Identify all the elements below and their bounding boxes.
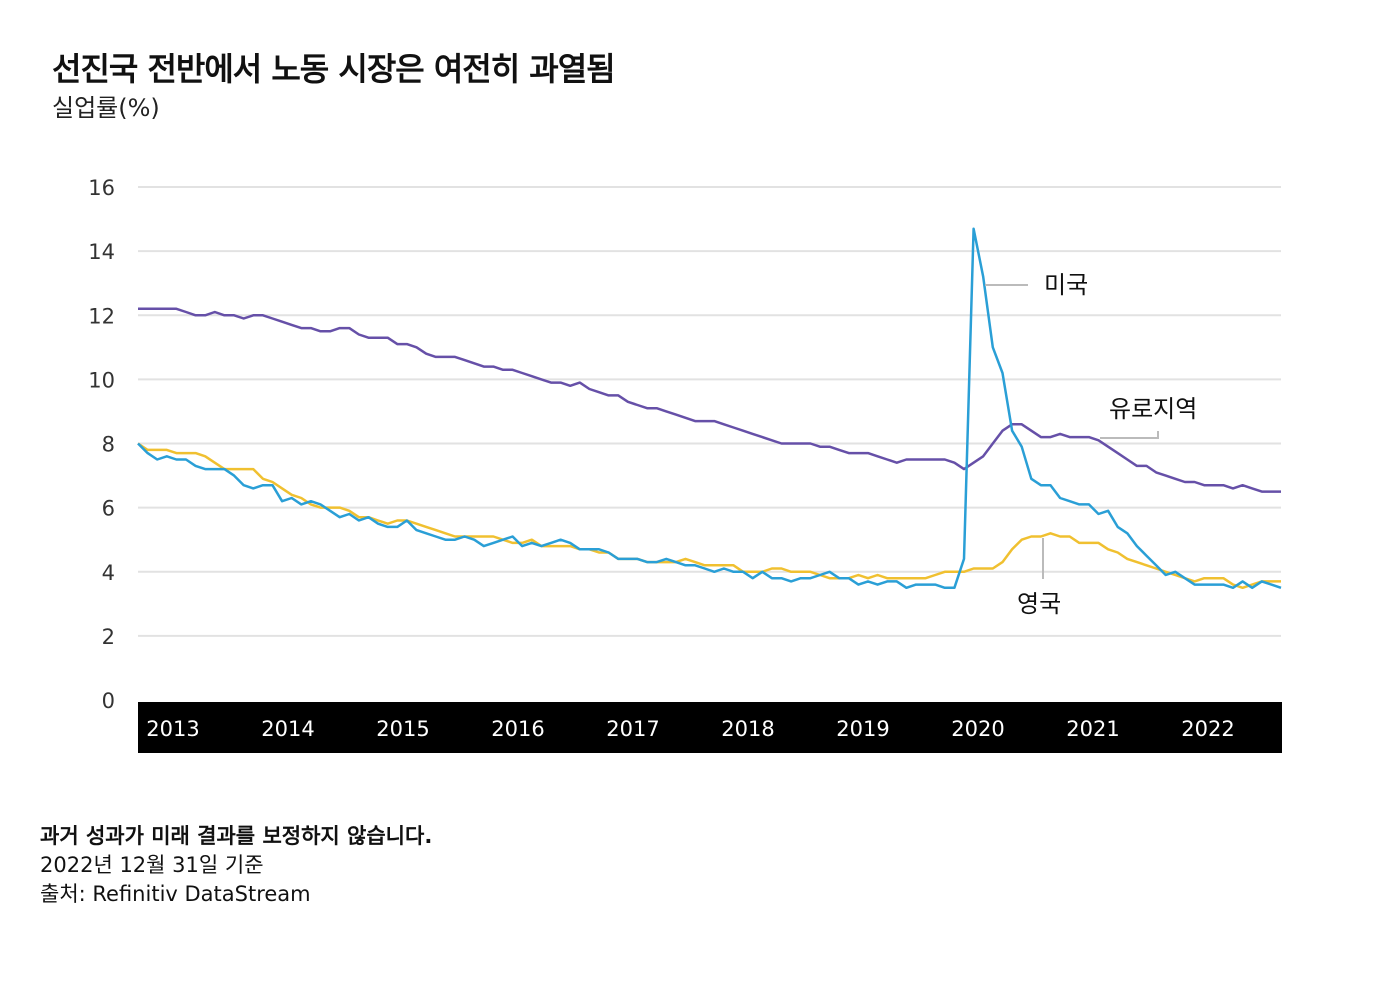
disclaimer: 과거 성과가 미래 결과를 보정하지 않습니다.	[40, 824, 433, 848]
series-label: 미국	[1044, 271, 1088, 299]
chart-title: 선진국 전반에서 노동 시장은 여전히 과열됨	[52, 50, 616, 88]
y-tick-label: 0	[102, 689, 115, 713]
y-tick-label: 4	[102, 561, 115, 585]
y-tick-label: 16	[88, 176, 115, 200]
x-tick-label: 2014	[261, 717, 314, 741]
euro-leader-line	[1100, 431, 1159, 439]
x-tick-label: 2019	[836, 717, 889, 741]
x-axis-band	[138, 702, 1282, 753]
x-tick-label: 2015	[376, 717, 429, 741]
x-tick-label: 2017	[606, 717, 659, 741]
x-tick-label: 2021	[1066, 717, 1119, 741]
chart-subtitle: 실업률(%)	[52, 94, 160, 122]
y-tick-label: 2	[102, 625, 115, 649]
x-tick-label: 2013	[146, 717, 199, 741]
series-line-2	[137, 442, 1281, 590]
source: 출처: Refinitiv DataStream	[40, 882, 311, 906]
y-tick-label: 14	[88, 240, 115, 264]
x-tick-label: 2016	[491, 717, 544, 741]
x-tick-label: 2022	[1181, 717, 1234, 741]
series-line-0	[137, 227, 1282, 590]
series-line-1	[138, 307, 1281, 493]
y-tick-label: 8	[102, 433, 115, 457]
y-tick-label: 6	[102, 497, 115, 521]
x-tick-label: 2018	[721, 717, 774, 741]
series-label: 유로지역	[1109, 395, 1197, 423]
as-of-date: 2022년 12월 31일 기준	[40, 853, 264, 877]
y-tick-label: 10	[88, 368, 115, 392]
y-tick-label: 12	[88, 304, 115, 328]
series-label: 영국	[1017, 590, 1061, 618]
x-tick-label: 2020	[951, 717, 1004, 741]
